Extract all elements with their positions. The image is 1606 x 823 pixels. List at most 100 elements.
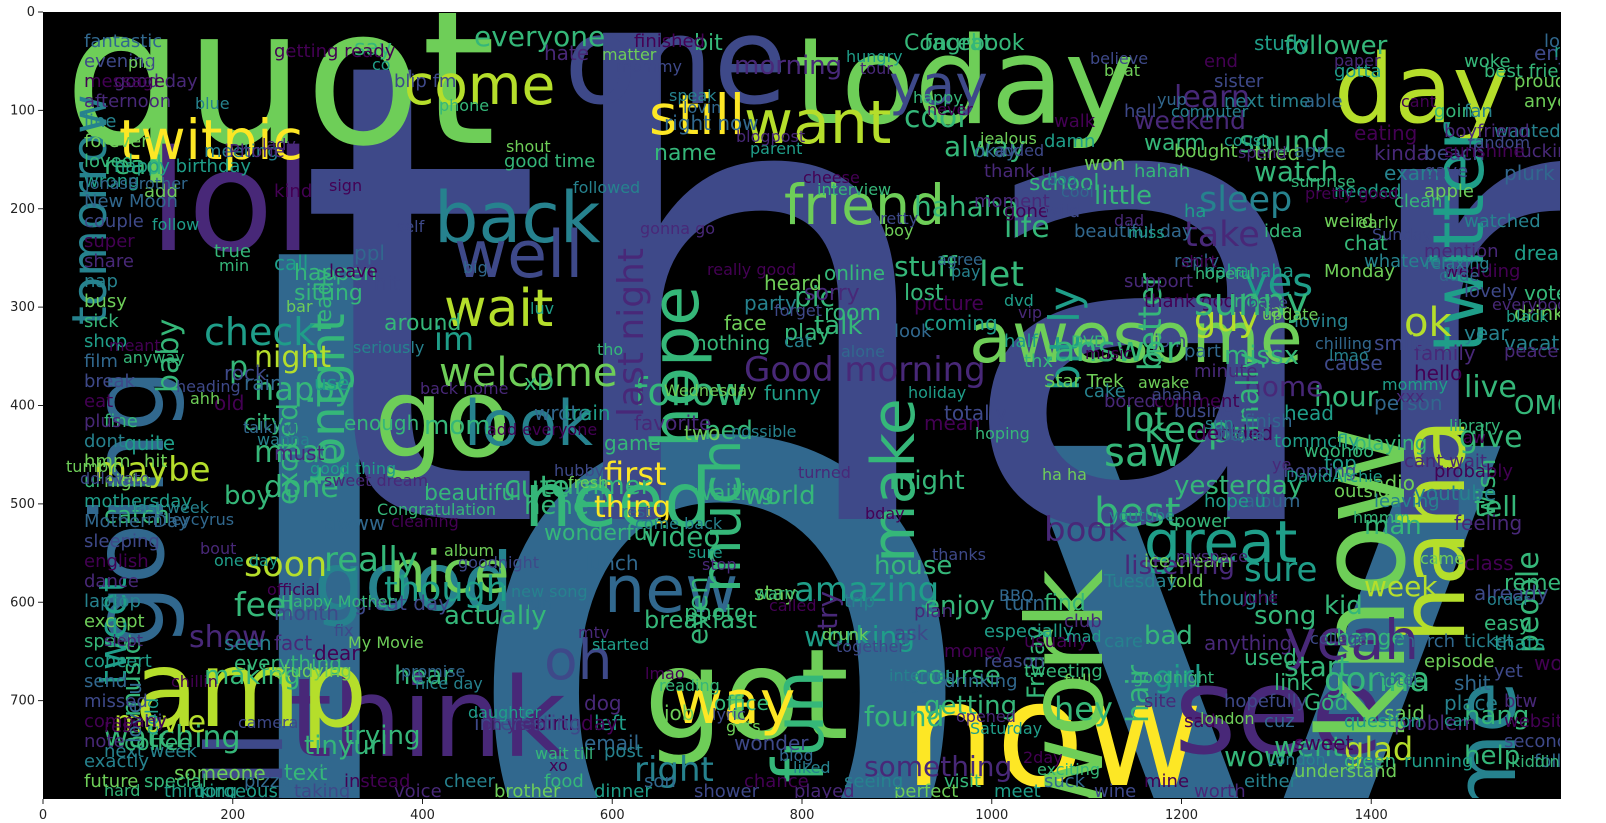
- word: visit: [944, 771, 982, 792]
- word: boo: [1047, 170, 1077, 189]
- word: used: [1244, 646, 1297, 671]
- y-tick-label: 400: [10, 399, 35, 414]
- word: yeah: [1284, 608, 1419, 672]
- word: reason: [984, 651, 1045, 672]
- word: mention: [1424, 241, 1499, 262]
- word: xxx: [1396, 387, 1425, 406]
- word: everyone: [474, 20, 606, 53]
- word: job: [664, 701, 695, 725]
- word: episode: [1424, 651, 1495, 672]
- word: anything: [1204, 631, 1293, 655]
- word: opened: [956, 707, 1016, 726]
- word: exam: [1384, 161, 1440, 185]
- word: order: [1487, 590, 1530, 609]
- word: beautiful: [424, 481, 522, 506]
- word: nothing: [694, 331, 771, 355]
- word: London: [1267, 750, 1326, 769]
- word: sun: [1205, 414, 1234, 433]
- word: sweet: [1294, 731, 1354, 755]
- word: good: [314, 536, 514, 629]
- word: need: [524, 456, 712, 544]
- word: bought: [1174, 141, 1238, 162]
- word: mean: [254, 435, 340, 470]
- word: world: [744, 481, 816, 511]
- word: proud: [1514, 71, 1560, 92]
- word: green: [1344, 751, 1396, 772]
- word: hopeful: [1195, 264, 1256, 283]
- word: pretty: [870, 209, 919, 228]
- x-tick-label: 200: [220, 808, 245, 823]
- word: shopping: [1274, 461, 1357, 482]
- word: drinking: [944, 671, 1018, 692]
- word: vote: [1524, 281, 1560, 305]
- word: called: [769, 596, 817, 615]
- word: ticket: [1464, 631, 1514, 652]
- word: movie award: [1554, 43, 1560, 61]
- word: dream: [1514, 241, 1560, 265]
- word: running: [1404, 751, 1474, 772]
- word: blue: [195, 94, 230, 113]
- word: gotta: [1334, 61, 1382, 82]
- word: really: [324, 540, 418, 580]
- x-tick-label: 400: [410, 808, 435, 823]
- word: thank god: [1144, 291, 1235, 312]
- word: twitpic: [119, 108, 303, 172]
- word: finish: [1244, 411, 1293, 432]
- word: girl: [1154, 660, 1203, 695]
- word: never: [927, 100, 973, 119]
- word: exactly: [84, 751, 150, 772]
- word: suck: [1044, 771, 1086, 792]
- word: agree: [937, 250, 983, 269]
- word: Tuesday: [1104, 571, 1178, 592]
- word: eat: [84, 391, 114, 412]
- word: hey: [1054, 690, 1113, 728]
- word: hmm: [84, 451, 131, 472]
- word: pizza: [244, 771, 291, 792]
- y-tick-label: 200: [10, 202, 35, 217]
- word: added: [994, 141, 1045, 160]
- word: hell: [1124, 101, 1157, 122]
- word: cool: [904, 100, 966, 135]
- word: wine: [1094, 781, 1137, 799]
- word: BBQ: [999, 586, 1034, 605]
- word: hate: [544, 41, 590, 65]
- word: saw: [1104, 430, 1183, 476]
- word: hubby: [554, 461, 605, 480]
- word: join: [1154, 331, 1187, 352]
- word: use: [314, 371, 350, 395]
- word: something: [864, 750, 1013, 783]
- word: online: [824, 261, 886, 285]
- word: idea: [1264, 221, 1303, 242]
- word: early: [1358, 213, 1399, 232]
- word: really good: [707, 260, 797, 279]
- word: watching: [104, 720, 241, 755]
- word: David: [1219, 426, 1266, 445]
- word: goodnight: [458, 553, 540, 572]
- word: bar: [286, 297, 313, 316]
- word: random: [1468, 133, 1531, 152]
- word: one: [564, 12, 788, 132]
- word: message: [84, 71, 165, 92]
- word: dvd: [1004, 291, 1034, 310]
- word: part: [1184, 341, 1221, 362]
- word: read: [104, 151, 163, 181]
- word: website: [1504, 711, 1560, 732]
- word: worth: [1194, 781, 1246, 799]
- word: say: [354, 36, 392, 61]
- word: hotel: [1377, 670, 1418, 689]
- word: trip: [844, 591, 875, 612]
- word: played: [794, 781, 855, 799]
- word: missed: [84, 691, 148, 712]
- word: movie: [114, 705, 207, 740]
- word: walk: [1054, 111, 1096, 132]
- word: go: [374, 354, 512, 482]
- word: started: [592, 635, 650, 654]
- word: watched: [1464, 211, 1541, 232]
- word: coffee: [124, 731, 192, 756]
- word: find: [1044, 591, 1086, 616]
- word: man: [1364, 511, 1422, 541]
- word: loved: [84, 151, 134, 172]
- word: usually: [1024, 631, 1088, 652]
- word: actually: [444, 601, 547, 631]
- word: change: [1324, 626, 1405, 651]
